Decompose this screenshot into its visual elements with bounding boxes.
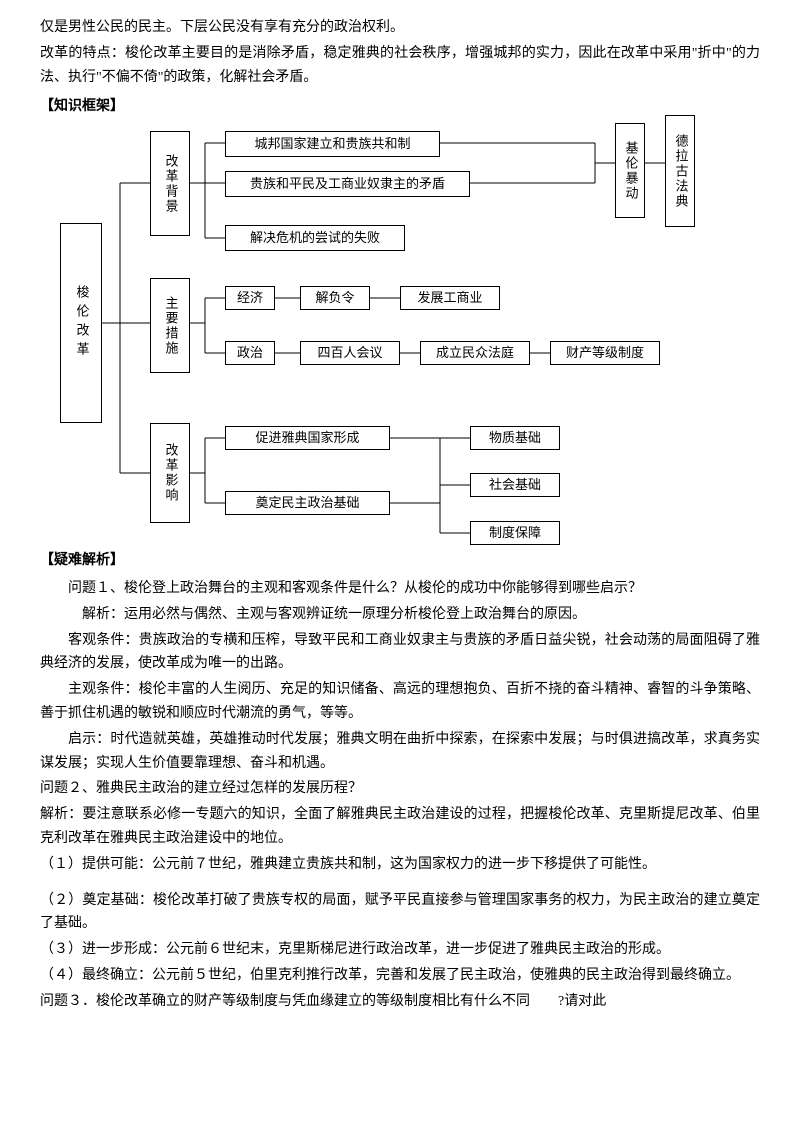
node-sub-system: 制度保障 (470, 521, 560, 545)
page: 仅是男性公民的民主。下层公民没有享有充分的政治权利。 改革的特点：梭伦改革主要目… (0, 0, 800, 1036)
q2-a2: （１）提供可能：公元前７世纪，雅典建立贵族共和制，这为国家权力的进一步下移提供了… (40, 853, 760, 877)
node-root: 梭伦改革 (60, 223, 102, 423)
node-sub-material: 物质基础 (470, 426, 560, 450)
node-pol: 政治 (225, 341, 275, 365)
node-side-jilun: 基伦暴动 (615, 123, 645, 218)
section-knowledge-framework: 【知识框架】 (40, 95, 760, 119)
q1: 问题１、梭伦登上政治舞台的主观和客观条件是什么？从梭伦的成功中你能够得到哪些启示… (40, 577, 760, 601)
node-bg-item3: 解决危机的尝试的失败 (225, 225, 405, 251)
node-econ: 经济 (225, 286, 275, 310)
q1-a1: 解析：运用必然与偶然、主观与客观辨证统一原理分析梭伦登上政治舞台的原因。 (40, 603, 760, 627)
q1-a3: 主观条件：梭伦丰富的人生阅历、充足的知识储备、高远的理想抱负、百折不挠的奋斗精神… (40, 678, 760, 726)
node-branch-measures: 主要措施 (150, 278, 190, 373)
node-branch-background: 改革背景 (150, 131, 190, 236)
q3: 问题３．梭伦改革确立的财产等级制度与凭血缘建立的等级制度相比有什么不同 ?请对此 (40, 990, 760, 1014)
intro-p2: 改革的特点：梭伦改革主要目的是消除矛盾，稳定雅典的社会秩序，增强城邦的实力，因此… (40, 42, 760, 90)
node-bg-item2: 贵族和平民及工商业奴隶主的矛盾 (225, 171, 470, 197)
q2-a3: （２）奠定基础：梭伦改革打破了贵族专权的局面，赋予平民直接参与管理国家事务的权力… (40, 889, 760, 937)
knowledge-diagram: 梭伦改革 改革背景 城邦国家建立和贵族共和制 贵族和平民及工商业奴隶主的矛盾 解… (40, 123, 760, 543)
node-pol-item3: 财产等级制度 (550, 341, 660, 365)
node-bg-item1: 城邦国家建立和贵族共和制 (225, 131, 440, 157)
intro-p1: 仅是男性公民的民主。下层公民没有享有充分的政治权利。 (40, 16, 760, 40)
q2-a4: （３）进一步形成：公元前６世纪末，克里斯梯尼进行政治改革，进一步促进了雅典民主政… (40, 938, 760, 962)
node-side-delagu: 德拉古法典 (665, 115, 695, 227)
node-impact-item2: 奠定民主政治基础 (225, 491, 390, 515)
node-impact-item1: 促进雅典国家形成 (225, 426, 390, 450)
node-pol-item2: 成立民众法庭 (420, 341, 530, 365)
node-branch-impact: 改革影响 (150, 423, 190, 523)
blank-line (40, 879, 760, 887)
q2-a5: （４）最终确立：公元前５世纪，伯里克利推行改革，完善和发展了民主政治，使雅典的民… (40, 964, 760, 988)
node-sub-social: 社会基础 (470, 473, 560, 497)
q1-a2: 客观条件：贵族政治的专横和压榨，导致平民和工商业奴隶主与贵族的矛盾日益尖锐，社会… (40, 629, 760, 677)
q2-a1: 解析：要注意联系必修一专题六的知识，全面了解雅典民主政治建设的过程，把握梭伦改革… (40, 803, 760, 851)
section-difficulty-analysis: 【疑难解析】 (40, 549, 760, 573)
node-econ-item2: 发展工商业 (400, 286, 500, 310)
q1-a4: 启示：时代造就英雄，英雄推动时代发展；雅典文明在曲折中探索，在探索中发展；与时俱… (40, 728, 760, 776)
node-econ-item1: 解负令 (300, 286, 370, 310)
q2: 问题２、雅典民主政治的建立经过怎样的发展历程？ (40, 777, 760, 801)
node-pol-item1: 四百人会议 (300, 341, 400, 365)
